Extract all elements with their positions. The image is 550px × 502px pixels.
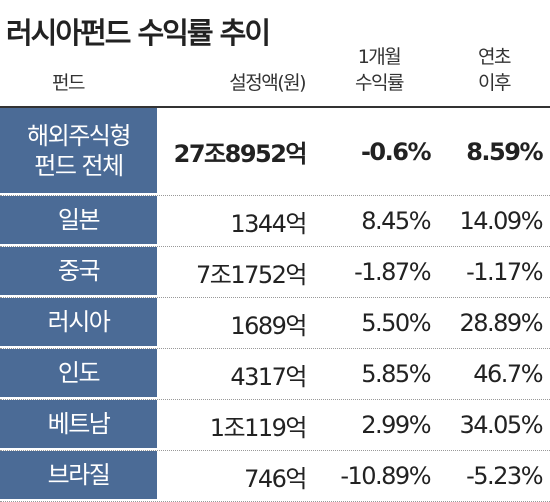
column-header: 펀드 [52, 72, 85, 94]
return-ytd: 28.89% [459, 309, 543, 337]
table-row: 해외주식형 펀드 전체 27조8952억 -0.6% 8.59% [0, 108, 550, 196]
return-ytd: 14.09% [459, 207, 543, 235]
title: 러시아펀드 수익률 추이 [6, 16, 271, 50]
return-1m: -0.6% [360, 137, 432, 166]
return-1m: 8.45% [361, 207, 431, 235]
return-1m: 5.85% [361, 360, 431, 388]
amount: 7조1752억 [195, 260, 308, 289]
fund-name: 중국 [0, 247, 157, 297]
return-ytd: 34.05% [459, 411, 543, 439]
column-header: 설정액(원) [229, 72, 306, 94]
table-row: 중국 7조1752억 -1.87% -1.17% [0, 247, 550, 298]
amount: 27조8952억 [173, 140, 308, 168]
column-header: 연초 이후 [478, 46, 511, 94]
amount: 746억 [244, 464, 307, 493]
column-header: 1개월 수익률 [355, 46, 404, 94]
return-ytd: -5.23% [466, 462, 543, 490]
table-row: 러시아 1689억 5.50% 28.89% [0, 298, 550, 349]
amount: 1344억 [230, 209, 307, 238]
table-row: 인도 4317억 5.85% 46.7% [0, 349, 550, 400]
return-ytd: -1.17% [466, 258, 543, 286]
fund-name: 해외주식형 펀드 전체 [0, 108, 157, 195]
table-row: 베트남 1조119억 2.99% 34.05% [0, 400, 550, 451]
table-row: 일본 1344억 8.45% 14.09% [0, 196, 550, 247]
fund-name: 브라질 [0, 451, 157, 501]
fund-name: 인도 [0, 349, 157, 399]
return-1m: 5.50% [361, 309, 431, 337]
return-ytd: 46.7% [473, 360, 543, 388]
table-row: 브라질 746억 -10.89% -5.23% [0, 451, 550, 502]
fund-name: 러시아 [0, 298, 157, 348]
return-1m: -10.89% [340, 462, 431, 490]
return-1m: 2.99% [361, 411, 431, 439]
fund-name: 베트남 [0, 400, 157, 450]
amount: 4317억 [230, 362, 307, 391]
header-rule [0, 106, 550, 108]
return-ytd: 8.59% [466, 137, 543, 166]
fund-name: 일본 [0, 196, 157, 246]
amount: 1689억 [230, 311, 307, 340]
return-1m: -1.87% [354, 258, 431, 286]
amount: 1조119억 [209, 413, 308, 442]
